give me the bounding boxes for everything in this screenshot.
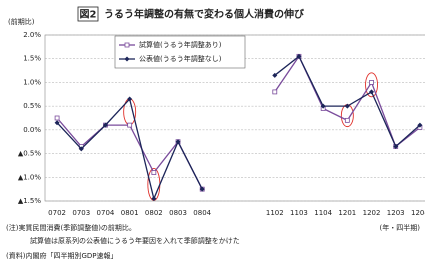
y-tick-label: 1.5% — [23, 55, 41, 63]
x-tick-label: 1103 — [290, 209, 308, 217]
y-tick-label: ▲1.0% — [18, 173, 42, 181]
x-tick-label: 0702 — [48, 209, 66, 217]
point — [78, 146, 84, 152]
point — [320, 103, 326, 109]
point — [54, 115, 60, 121]
point — [344, 103, 350, 109]
point — [151, 196, 157, 202]
x-tick-label: 0801 — [121, 209, 139, 217]
chart-title: うるう年調整の有無で変わる個人消費の伸び — [104, 8, 304, 21]
point — [127, 96, 133, 102]
point — [102, 122, 108, 128]
x-tick-label: 0803 — [169, 209, 187, 217]
legend-box — [114, 35, 246, 69]
point — [393, 143, 399, 149]
x-tick-label: 1203 — [387, 209, 405, 217]
point — [175, 139, 181, 145]
point — [344, 117, 350, 123]
legend-marker — [124, 42, 130, 48]
title-box — [77, 6, 99, 22]
note: (資料)内閣府「四半期別GDP速報」 — [6, 251, 118, 260]
point — [417, 122, 423, 128]
point — [151, 170, 157, 175]
note: 試算値は原系列の公表値にうるう年要因を入れて季節調整をかけた — [30, 236, 240, 245]
point — [369, 80, 374, 85]
y-tick-label: ▲0.5% — [18, 150, 42, 158]
note: (注)実質民間消費(季節調整値)の前期比。 — [6, 223, 136, 232]
point — [54, 120, 60, 126]
point — [272, 72, 278, 78]
highlight-ellipse — [365, 72, 378, 98]
point — [272, 89, 278, 95]
point — [127, 122, 133, 128]
point — [369, 89, 375, 95]
legend-label: 試算値(うるう年調整あり) — [139, 40, 222, 49]
x-tick-label: 1204 — [411, 209, 425, 217]
legend-marker — [124, 56, 130, 62]
y-tick-label: 0.0% — [23, 126, 41, 134]
x-tick-label: 1201 — [338, 209, 356, 217]
x-tick-label: 0804 — [193, 209, 211, 217]
chart-title-label: 図2 — [80, 9, 97, 21]
x-tick-label: 1102 — [266, 209, 284, 217]
x-tick-label: 0802 — [145, 209, 163, 217]
y-tick-label: ▲1.5% — [18, 197, 42, 205]
x-tick-label: 1104 — [314, 209, 332, 217]
y-axis-label: (前期比) — [8, 17, 35, 26]
series-line — [56, 55, 421, 190]
x-tick-label: 1202 — [363, 209, 381, 217]
point — [199, 186, 205, 192]
y-tick-label: 1.0% — [23, 78, 41, 86]
y-tick-label: 0.5% — [23, 102, 41, 110]
x-axis-label: (年・四半期) — [380, 223, 421, 232]
point — [296, 53, 302, 59]
x-tick-label: 0704 — [97, 209, 115, 217]
y-tick-label: 2.0% — [23, 31, 41, 39]
legend-label: 公表値(うるう年調整なし) — [139, 54, 222, 63]
x-tick-label: 0703 — [72, 209, 90, 217]
